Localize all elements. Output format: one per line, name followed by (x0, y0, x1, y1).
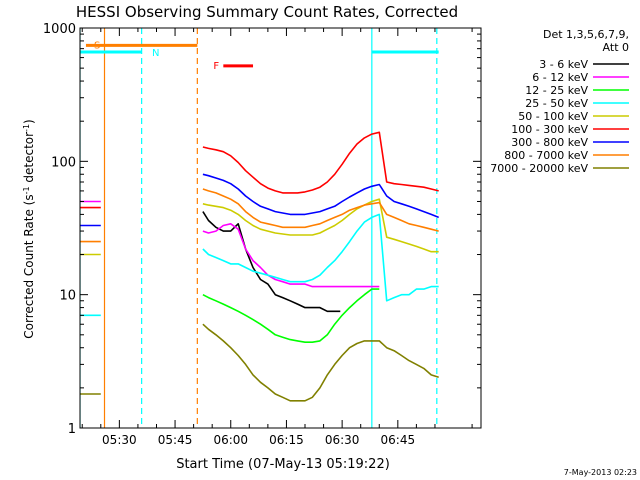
series-line-4-1 (202, 198, 439, 253)
legend-label-1: 6 - 12 keV (532, 71, 588, 84)
flag-label-n: N (152, 48, 159, 59)
y-tick-label-3: 1000 (43, 22, 76, 37)
chart-title: HESSI Observing Summary Count Rates, Cor… (76, 3, 458, 21)
series-line-2-0 (202, 288, 380, 344)
x-axis-label: Start Time (07-May-13 05:19:22) (176, 457, 390, 472)
x-tick-label-1: 05:45 (158, 433, 193, 447)
flag-label-f: F (213, 61, 219, 72)
legend-label-5: 100 - 300 keV (511, 123, 588, 136)
x-tick-label-2: 06:00 (213, 433, 248, 447)
flag-label-s: S (94, 40, 100, 51)
legend-label-8: 7000 - 20000 keV (490, 162, 588, 175)
series-line-3-1 (202, 213, 439, 302)
legend-label-2: 12 - 25 keV (525, 84, 588, 97)
legend-label-3: 25 - 50 keV (525, 97, 588, 110)
plot-timestamp: 7-May-2013 02:23 (564, 468, 637, 477)
y-tick-label-0: 1 (68, 422, 76, 437)
series-line-7-1 (202, 188, 439, 232)
x-tick-label-3: 06:15 (269, 433, 304, 447)
legend-header-line1: Det 1,3,5,6,7,9, (543, 28, 629, 41)
x-tick-label-0: 05:30 (102, 433, 137, 447)
series-line-8-1 (202, 323, 439, 402)
x-tick-label-5: 06:45 (381, 433, 416, 447)
y-axis-label-mid: detector (22, 132, 36, 187)
y-axis-label: Corrected Count Rate (s-1 detector-1) (22, 119, 37, 338)
y-axis-label-sup1: -1 (22, 186, 31, 194)
series-line-6-1 (202, 173, 439, 219)
legend-label-6: 300 - 800 keV (511, 136, 588, 149)
series-line-5-1 (202, 131, 439, 194)
legend-header-line2: Att 0 (603, 41, 629, 54)
y-axis-label-sup2: -1 (22, 124, 31, 132)
y-axis-label-end: ) (22, 119, 36, 124)
series-line-0-0 (202, 211, 341, 313)
y-axis-label-main: Corrected Count Rate (s (22, 194, 36, 338)
y-tick-label-2: 100 (51, 155, 76, 170)
y-tick-label-1: 10 (59, 289, 76, 304)
plot-frame (79, 27, 482, 429)
x-tick-label-4: 06:30 (325, 433, 360, 447)
legend-label-0: 3 - 6 keV (539, 58, 588, 71)
legend-label-7: 800 - 7000 keV (504, 149, 588, 162)
series-line-1-1 (202, 223, 380, 288)
legend-label-4: 50 - 100 keV (518, 110, 588, 123)
